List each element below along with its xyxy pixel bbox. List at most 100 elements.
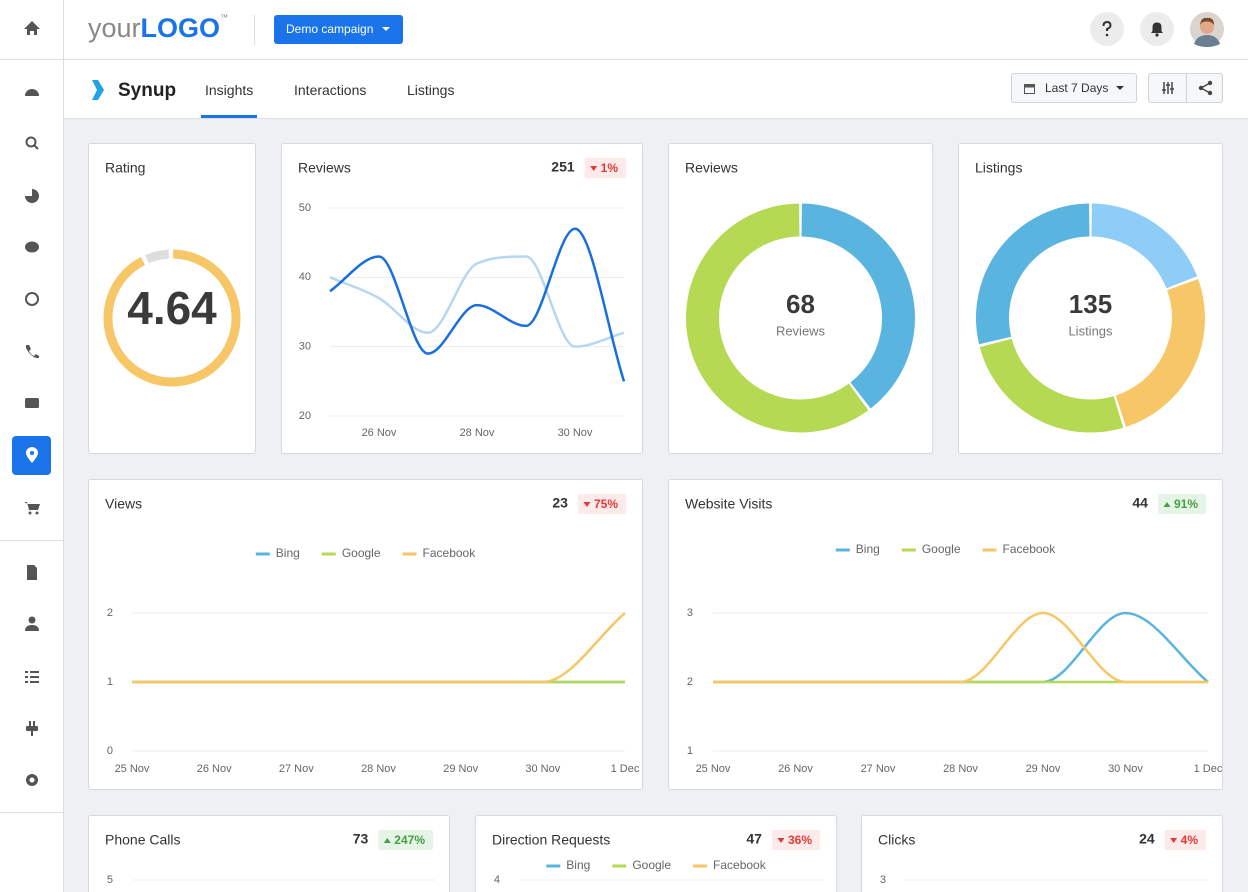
- logo-tm: ™: [220, 13, 229, 22]
- change-badge: 1%: [584, 158, 626, 178]
- tab[interactable]: Insights: [205, 82, 254, 98]
- tab[interactable]: Interactions: [294, 82, 367, 98]
- avatar[interactable]: [1190, 12, 1224, 47]
- legend: Bing Google Facebook: [835, 542, 1056, 556]
- donut-segment: [976, 203, 1090, 345]
- card-title: Website Visits: [685, 496, 772, 512]
- x-tick-label: 27 Nov: [861, 763, 896, 775]
- total-value: 73: [353, 831, 369, 847]
- legend: Bing Google Facebook: [546, 858, 767, 872]
- series-line: [131, 612, 626, 684]
- x-tick-label: 30 Nov: [1108, 763, 1143, 775]
- home-icon[interactable]: [24, 21, 40, 35]
- chat-icon[interactable]: [25, 241, 39, 253]
- mail-icon[interactable]: [25, 398, 39, 408]
- tool-buttons: [1148, 73, 1223, 103]
- notification-button[interactable]: [1140, 12, 1174, 46]
- header-actions: [1090, 12, 1224, 47]
- change-value: 75%: [594, 497, 618, 511]
- donut-total: 135: [1069, 289, 1112, 319]
- arrow-down: [590, 166, 598, 171]
- plug-icon[interactable]: [26, 721, 38, 736]
- tool-icons: [1162, 74, 1213, 102]
- search-icon[interactable]: [25, 136, 39, 150]
- change-badge: 4%: [1164, 830, 1206, 850]
- report-icon[interactable]: [27, 565, 37, 580]
- date-range-button[interactable]: Last 7 Days: [1011, 73, 1137, 103]
- widget-card: Clicks 4% 24 3: [861, 815, 1223, 892]
- phone-icon[interactable]: [26, 345, 39, 359]
- caret: [1116, 86, 1124, 90]
- donut-segment: [979, 338, 1124, 433]
- card-title: Views: [105, 496, 142, 512]
- brand: Synup: [118, 80, 177, 101]
- campaign-label: Demo campaign: [286, 22, 374, 36]
- y-tick-label: 20: [299, 410, 311, 422]
- legend-label: Bing: [856, 542, 880, 556]
- series-line: [329, 255, 625, 348]
- arrow-down: [777, 838, 785, 843]
- sub-nav: Synup Insights Interactions Listings Las…: [64, 60, 1248, 119]
- card-title: Rating: [105, 160, 145, 176]
- arrow-down: [1170, 838, 1178, 843]
- x-tick-label: 26 Nov: [778, 763, 813, 775]
- total-value: 251: [551, 159, 575, 175]
- legend-label: Google: [632, 858, 671, 872]
- widget-card: Listings 135 Listings: [958, 143, 1223, 454]
- target-icon[interactable]: [25, 292, 39, 306]
- card-title: Clicks: [878, 832, 915, 848]
- x-tick-label: 30 Nov: [558, 427, 593, 439]
- logo[interactable]: yourLOGO™: [88, 13, 228, 44]
- legend-label: Facebook: [423, 546, 477, 560]
- series-line: [329, 227, 626, 382]
- cart-icon[interactable]: [24, 502, 40, 515]
- total-value: 24: [1139, 831, 1155, 847]
- widget-card: Phone Calls 247% 73 5: [88, 815, 450, 892]
- pie-icon[interactable]: [25, 189, 39, 203]
- badge-bg: [584, 158, 626, 178]
- y-tick-label: 1: [687, 745, 693, 757]
- user-icon[interactable]: [25, 616, 39, 632]
- badge-bg: [378, 830, 433, 850]
- widget-card: Website Visits 91% 44 1 2 3 25 Nov 26 Nov 27 Nov…: [668, 479, 1223, 790]
- dashboard-icon[interactable]: [25, 89, 39, 96]
- arrow-up: [1163, 502, 1171, 507]
- x-tick-label: 28 Nov: [361, 763, 396, 775]
- donut-segment: [686, 203, 869, 433]
- filter-button[interactable]: [1162, 82, 1174, 94]
- x-tick-label: 28 Nov: [943, 763, 978, 775]
- card-title: Phone Calls: [105, 832, 181, 848]
- help-button[interactable]: [1090, 12, 1124, 46]
- x-tick-label: 29 Nov: [443, 763, 478, 775]
- legend-label: Bing: [566, 858, 590, 872]
- y-tick-label: 40: [299, 271, 311, 283]
- change-value: 91%: [1174, 497, 1198, 511]
- x-tick-label: 25 Nov: [696, 763, 731, 775]
- share-button[interactable]: [1198, 80, 1213, 96]
- widget-card: Reviews 68 Reviews: [668, 143, 933, 454]
- change-badge: 75%: [577, 494, 626, 514]
- date-range-label: Last 7 Days: [1045, 81, 1109, 95]
- widget-chart: Website Visits 91% 44 1 2 3 25 Nov 26 Nov 27 Nov…: [685, 494, 1222, 775]
- calendar-icon: [1024, 84, 1035, 94]
- legend-label: Bing: [276, 546, 300, 560]
- tab[interactable]: Listings: [407, 82, 455, 98]
- y-tick-label: 50: [299, 202, 311, 214]
- location-dot: [30, 451, 34, 455]
- settings-icon[interactable]: [26, 774, 38, 786]
- widget-chart: Direction Requests 36% 47 4 Bing Google Facebo…: [492, 830, 822, 886]
- y-tick-label: 1: [107, 676, 113, 688]
- widget-chart: Reviews 1% 251 20 30 40 50 26 Nov 28 Nov 30 Nov: [298, 158, 626, 439]
- widget-card: Direction Requests 36% 47 4 Bing Google Facebo…: [475, 815, 837, 892]
- donut-label: Reviews: [776, 323, 826, 338]
- campaign-button[interactable]: Demo campaign: [274, 15, 403, 44]
- total-value: 47: [746, 831, 762, 847]
- widget-chart: Reviews 68 Reviews: [685, 160, 915, 433]
- x-tick-label: 26 Nov: [197, 763, 232, 775]
- total-value: 44: [1132, 495, 1148, 511]
- tasks-icon[interactable]: [25, 671, 39, 683]
- y-tick-label: 5: [107, 874, 113, 886]
- gauge-track: [145, 249, 170, 264]
- change-badge: 91%: [1157, 494, 1206, 514]
- y-tick-label: 2: [107, 607, 113, 619]
